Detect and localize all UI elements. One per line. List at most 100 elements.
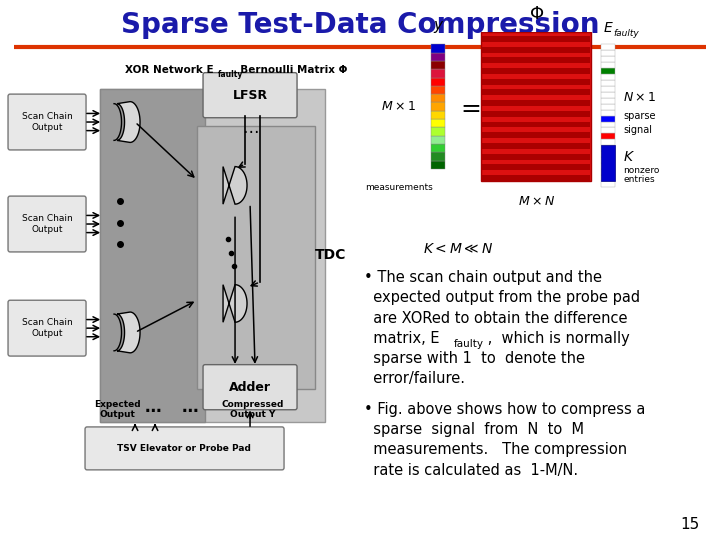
Bar: [431, 136, 446, 144]
Text: Expected
Output: Expected Output: [94, 400, 140, 420]
Text: sparse with 1  to  denote the: sparse with 1 to denote the: [364, 351, 585, 366]
Bar: [431, 119, 446, 127]
Bar: [601, 163, 615, 169]
Bar: [197, 126, 315, 389]
Polygon shape: [223, 285, 247, 322]
Text: ⋯: ⋯: [181, 402, 198, 421]
Bar: [431, 144, 446, 152]
Text: are XORed to obtain the difference: are XORed to obtain the difference: [364, 310, 627, 326]
Bar: [482, 164, 590, 170]
Text: signal: signal: [623, 125, 652, 135]
Bar: [601, 68, 615, 74]
Bar: [482, 32, 591, 181]
Bar: [482, 132, 590, 138]
Text: $M \times 1$: $M \times 1$: [381, 100, 416, 113]
Text: TSV Elevator or Probe Pad: TSV Elevator or Probe Pad: [117, 444, 251, 453]
Text: 15: 15: [680, 517, 700, 532]
Text: Compressed
Output Y: Compressed Output Y: [222, 400, 284, 420]
Text: TDC: TDC: [315, 248, 347, 262]
Text: faulty: faulty: [613, 29, 639, 38]
Text: faulty: faulty: [454, 339, 483, 349]
Text: measurements.   The compression: measurements. The compression: [364, 442, 626, 457]
FancyBboxPatch shape: [203, 73, 297, 118]
Text: Scan Chain
Output: Scan Chain Output: [22, 214, 73, 234]
Bar: [601, 86, 615, 92]
FancyBboxPatch shape: [8, 300, 86, 356]
Text: nonzero: nonzero: [623, 166, 660, 175]
Bar: [482, 90, 590, 96]
Text: Scan Chain
Output: Scan Chain Output: [22, 112, 73, 132]
Text: expected output from the probe pad: expected output from the probe pad: [364, 290, 640, 305]
Text: entries: entries: [623, 175, 654, 184]
Bar: [100, 89, 325, 422]
Bar: [601, 175, 615, 181]
Text: $K < M \ll N$: $K < M \ll N$: [423, 242, 493, 256]
Text: faulty: faulty: [218, 70, 243, 79]
Bar: [431, 61, 446, 69]
FancyBboxPatch shape: [8, 94, 86, 150]
Text: $M \times N$: $M \times N$: [518, 195, 555, 208]
Bar: [601, 181, 615, 187]
Bar: [482, 100, 590, 106]
Bar: [601, 169, 615, 175]
Text: ⋯: ⋯: [145, 402, 161, 421]
Text: $E$: $E$: [603, 21, 613, 35]
Text: $\Phi$: $\Phi$: [528, 5, 544, 23]
Bar: [482, 122, 590, 127]
Bar: [601, 133, 615, 139]
Bar: [431, 69, 446, 78]
Bar: [601, 116, 615, 122]
Text: Adder: Adder: [229, 381, 271, 394]
Polygon shape: [117, 312, 140, 353]
Text: $K$: $K$: [623, 150, 635, 164]
Text: • The scan chain output and the: • The scan chain output and the: [364, 270, 602, 285]
Text: sparse: sparse: [623, 111, 655, 120]
Bar: [431, 94, 446, 103]
Polygon shape: [117, 102, 140, 143]
Text: $=$: $=$: [456, 94, 481, 119]
FancyBboxPatch shape: [85, 427, 284, 470]
Text: Sparse Test-Data Compression: Sparse Test-Data Compression: [121, 11, 599, 39]
Bar: [601, 56, 615, 62]
Text: Bernoulli Matrix Φ: Bernoulli Matrix Φ: [233, 65, 348, 75]
Text: XOR Network E: XOR Network E: [125, 65, 214, 75]
Bar: [601, 127, 615, 133]
FancyBboxPatch shape: [203, 364, 297, 410]
Bar: [431, 103, 446, 111]
Text: ⋯: ⋯: [242, 123, 258, 141]
Bar: [601, 151, 615, 157]
Bar: [601, 62, 615, 68]
Bar: [601, 139, 615, 145]
Text: • Fig. above shows how to compress a: • Fig. above shows how to compress a: [364, 402, 645, 417]
Bar: [601, 110, 615, 116]
Bar: [431, 78, 446, 86]
Bar: [601, 122, 615, 127]
Bar: [601, 145, 615, 151]
Bar: [601, 80, 615, 86]
Text: matrix, E: matrix, E: [364, 331, 439, 346]
Text: measurements: measurements: [364, 183, 433, 192]
Bar: [482, 36, 590, 42]
Bar: [601, 74, 615, 80]
Text: $N \times 1$: $N \times 1$: [623, 91, 657, 104]
Bar: [431, 111, 446, 119]
FancyBboxPatch shape: [8, 196, 86, 252]
Bar: [482, 46, 590, 52]
Bar: [482, 143, 590, 149]
Text: error/failure.: error/failure.: [364, 372, 464, 387]
Bar: [601, 98, 615, 104]
Bar: [601, 157, 615, 163]
Bar: [431, 86, 446, 94]
Bar: [431, 161, 446, 169]
Bar: [601, 145, 615, 181]
Bar: [601, 44, 615, 50]
Text: LFSR: LFSR: [233, 89, 268, 102]
Text: Scan Chain
Output: Scan Chain Output: [22, 319, 73, 338]
Bar: [100, 89, 205, 422]
Polygon shape: [223, 166, 247, 204]
Text: rate is calculated as  1-M/N.: rate is calculated as 1-M/N.: [364, 463, 577, 478]
Bar: [482, 57, 590, 63]
Bar: [601, 92, 615, 98]
Text: $y$: $y$: [433, 19, 444, 35]
Bar: [482, 79, 590, 85]
